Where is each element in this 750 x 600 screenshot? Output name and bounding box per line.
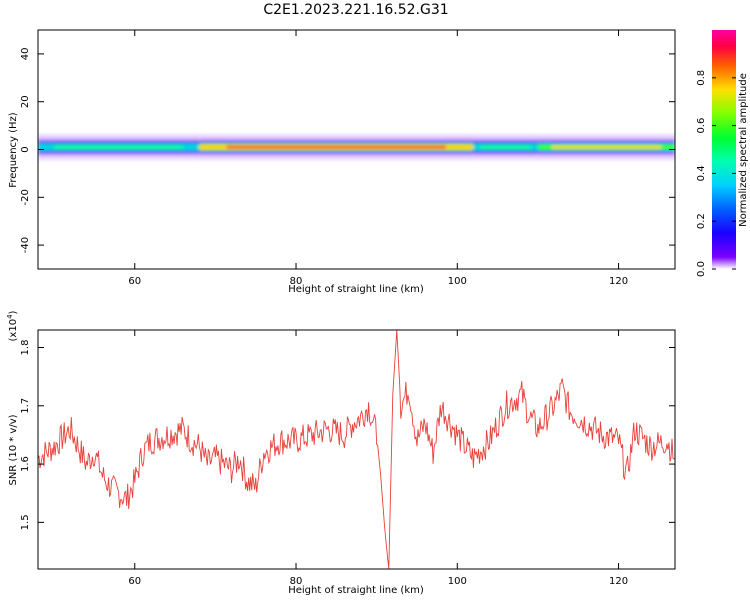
chart-title: C2E1.2023.221.16.52.G31	[263, 2, 448, 18]
colorbar-tick-label: 0.8	[696, 70, 707, 86]
top-x-tick-label: 80	[290, 276, 303, 287]
colorbar-gradient	[712, 30, 736, 269]
bottom-xlabel: Height of straight line (km)	[288, 585, 424, 596]
band-peak	[226, 145, 447, 149]
bottom-x-tick-label: 60	[128, 576, 141, 587]
bottom-x-tick-label: 120	[609, 576, 628, 587]
bottom-ylabel: SNR (10 * v/v)	[8, 414, 19, 485]
top-y-ticks: -40 -20 0 20 40	[20, 48, 675, 253]
bottom-y-tick-label: 1.6	[20, 456, 31, 472]
colorbar-tick-label: 0.2	[696, 213, 707, 229]
bottom-y-tick-label: 1.5	[20, 514, 31, 530]
snr-series-line	[38, 330, 675, 569]
colorbar: 0.0 0.2 0.4 0.6 0.8 Normalized spectral ampl…	[696, 30, 749, 277]
snr-panel: 60 80 100 120 1.5 1.6 1.7 1.8 Height of straig…	[6, 310, 676, 596]
top-xlabel: Height of straight line (km)	[288, 284, 424, 295]
bottom-x-ticks: 60 80 100 120	[128, 330, 628, 587]
bottom-y-ticks: 1.5 1.6 1.7 1.8	[20, 340, 675, 530]
spectrogram-panel: 60 80 100 120 -40 -20 0 20 40 Height of straigh…	[8, 29, 676, 295]
top-ylabel: Frequency (Hz)	[8, 112, 19, 188]
band-peak	[551, 145, 662, 149]
colorbar-label: Normalized spectral amplitude	[738, 73, 749, 227]
bottom-x-tick-label: 100	[448, 576, 467, 587]
band-peak	[54, 145, 184, 149]
bottom-x-tick-label: 80	[290, 576, 303, 587]
top-x-ticks: 60 80 100 120	[128, 30, 628, 287]
top-y-tick-label: -20	[20, 189, 31, 205]
spectrogram-band	[38, 134, 675, 161]
bottom-y-multiplier: (x104)	[6, 310, 19, 341]
top-y-tick-label: 0	[20, 146, 31, 152]
colorbar-tick-label: 0.0	[696, 261, 707, 277]
bottom-y-tick-label: 1.7	[20, 398, 31, 414]
band-peak	[479, 145, 532, 149]
colorbar-tick-label: 0.6	[696, 118, 707, 134]
colorbar-ticks: 0.0 0.2 0.4 0.6 0.8	[696, 70, 736, 277]
top-x-tick-label: 60	[128, 276, 141, 287]
top-y-tick-label: -40	[20, 237, 31, 253]
top-x-tick-label: 100	[448, 276, 467, 287]
bottom-y-tick-label: 1.8	[20, 340, 31, 356]
snr-frame	[37, 329, 676, 570]
top-x-tick-label: 120	[609, 276, 628, 287]
top-y-tick-label: 40	[20, 48, 31, 61]
colorbar-tick-label: 0.4	[696, 165, 707, 181]
top-y-tick-label: 20	[20, 95, 31, 108]
